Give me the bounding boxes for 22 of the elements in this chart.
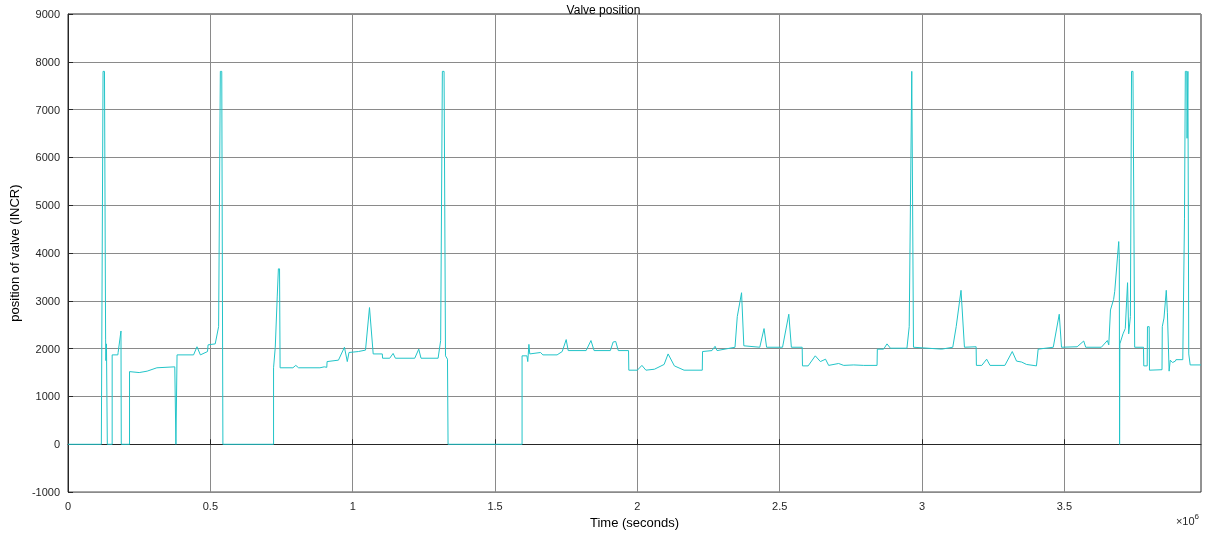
y-tick-label: 5000 xyxy=(35,199,61,212)
y-tick-label: 7000 xyxy=(35,103,61,116)
x-tick-label: 2 xyxy=(634,499,641,512)
y-tick-label: 0 xyxy=(53,438,61,451)
y-tick-label: 9000 xyxy=(35,8,61,20)
y-tick-label: -1000 xyxy=(31,486,61,499)
x-tick-label: 3 xyxy=(918,499,926,512)
x-tick-label: 3.5 xyxy=(1056,499,1073,512)
y-tick-label: 2000 xyxy=(35,342,61,355)
y-axis-title: position of valve (INCR) xyxy=(7,184,22,322)
x-tick-label: 1 xyxy=(349,499,356,512)
x-tick-label: 0.5 xyxy=(202,499,219,512)
x-tick-label: 1.5 xyxy=(487,499,503,512)
y-tick-label: 3000 xyxy=(35,294,61,307)
y-tick-label: 1000 xyxy=(35,390,61,403)
chart-title: Valve position xyxy=(566,3,641,17)
y-tick-label: 6000 xyxy=(35,151,61,164)
y-tick-label: 4000 xyxy=(35,247,61,260)
y-tick-label: 8000 xyxy=(35,55,61,68)
x-tick-label: 0 xyxy=(64,499,72,512)
x-tick-label: 2.5 xyxy=(772,499,788,512)
x-axis-title: Time (seconds) xyxy=(589,515,680,530)
